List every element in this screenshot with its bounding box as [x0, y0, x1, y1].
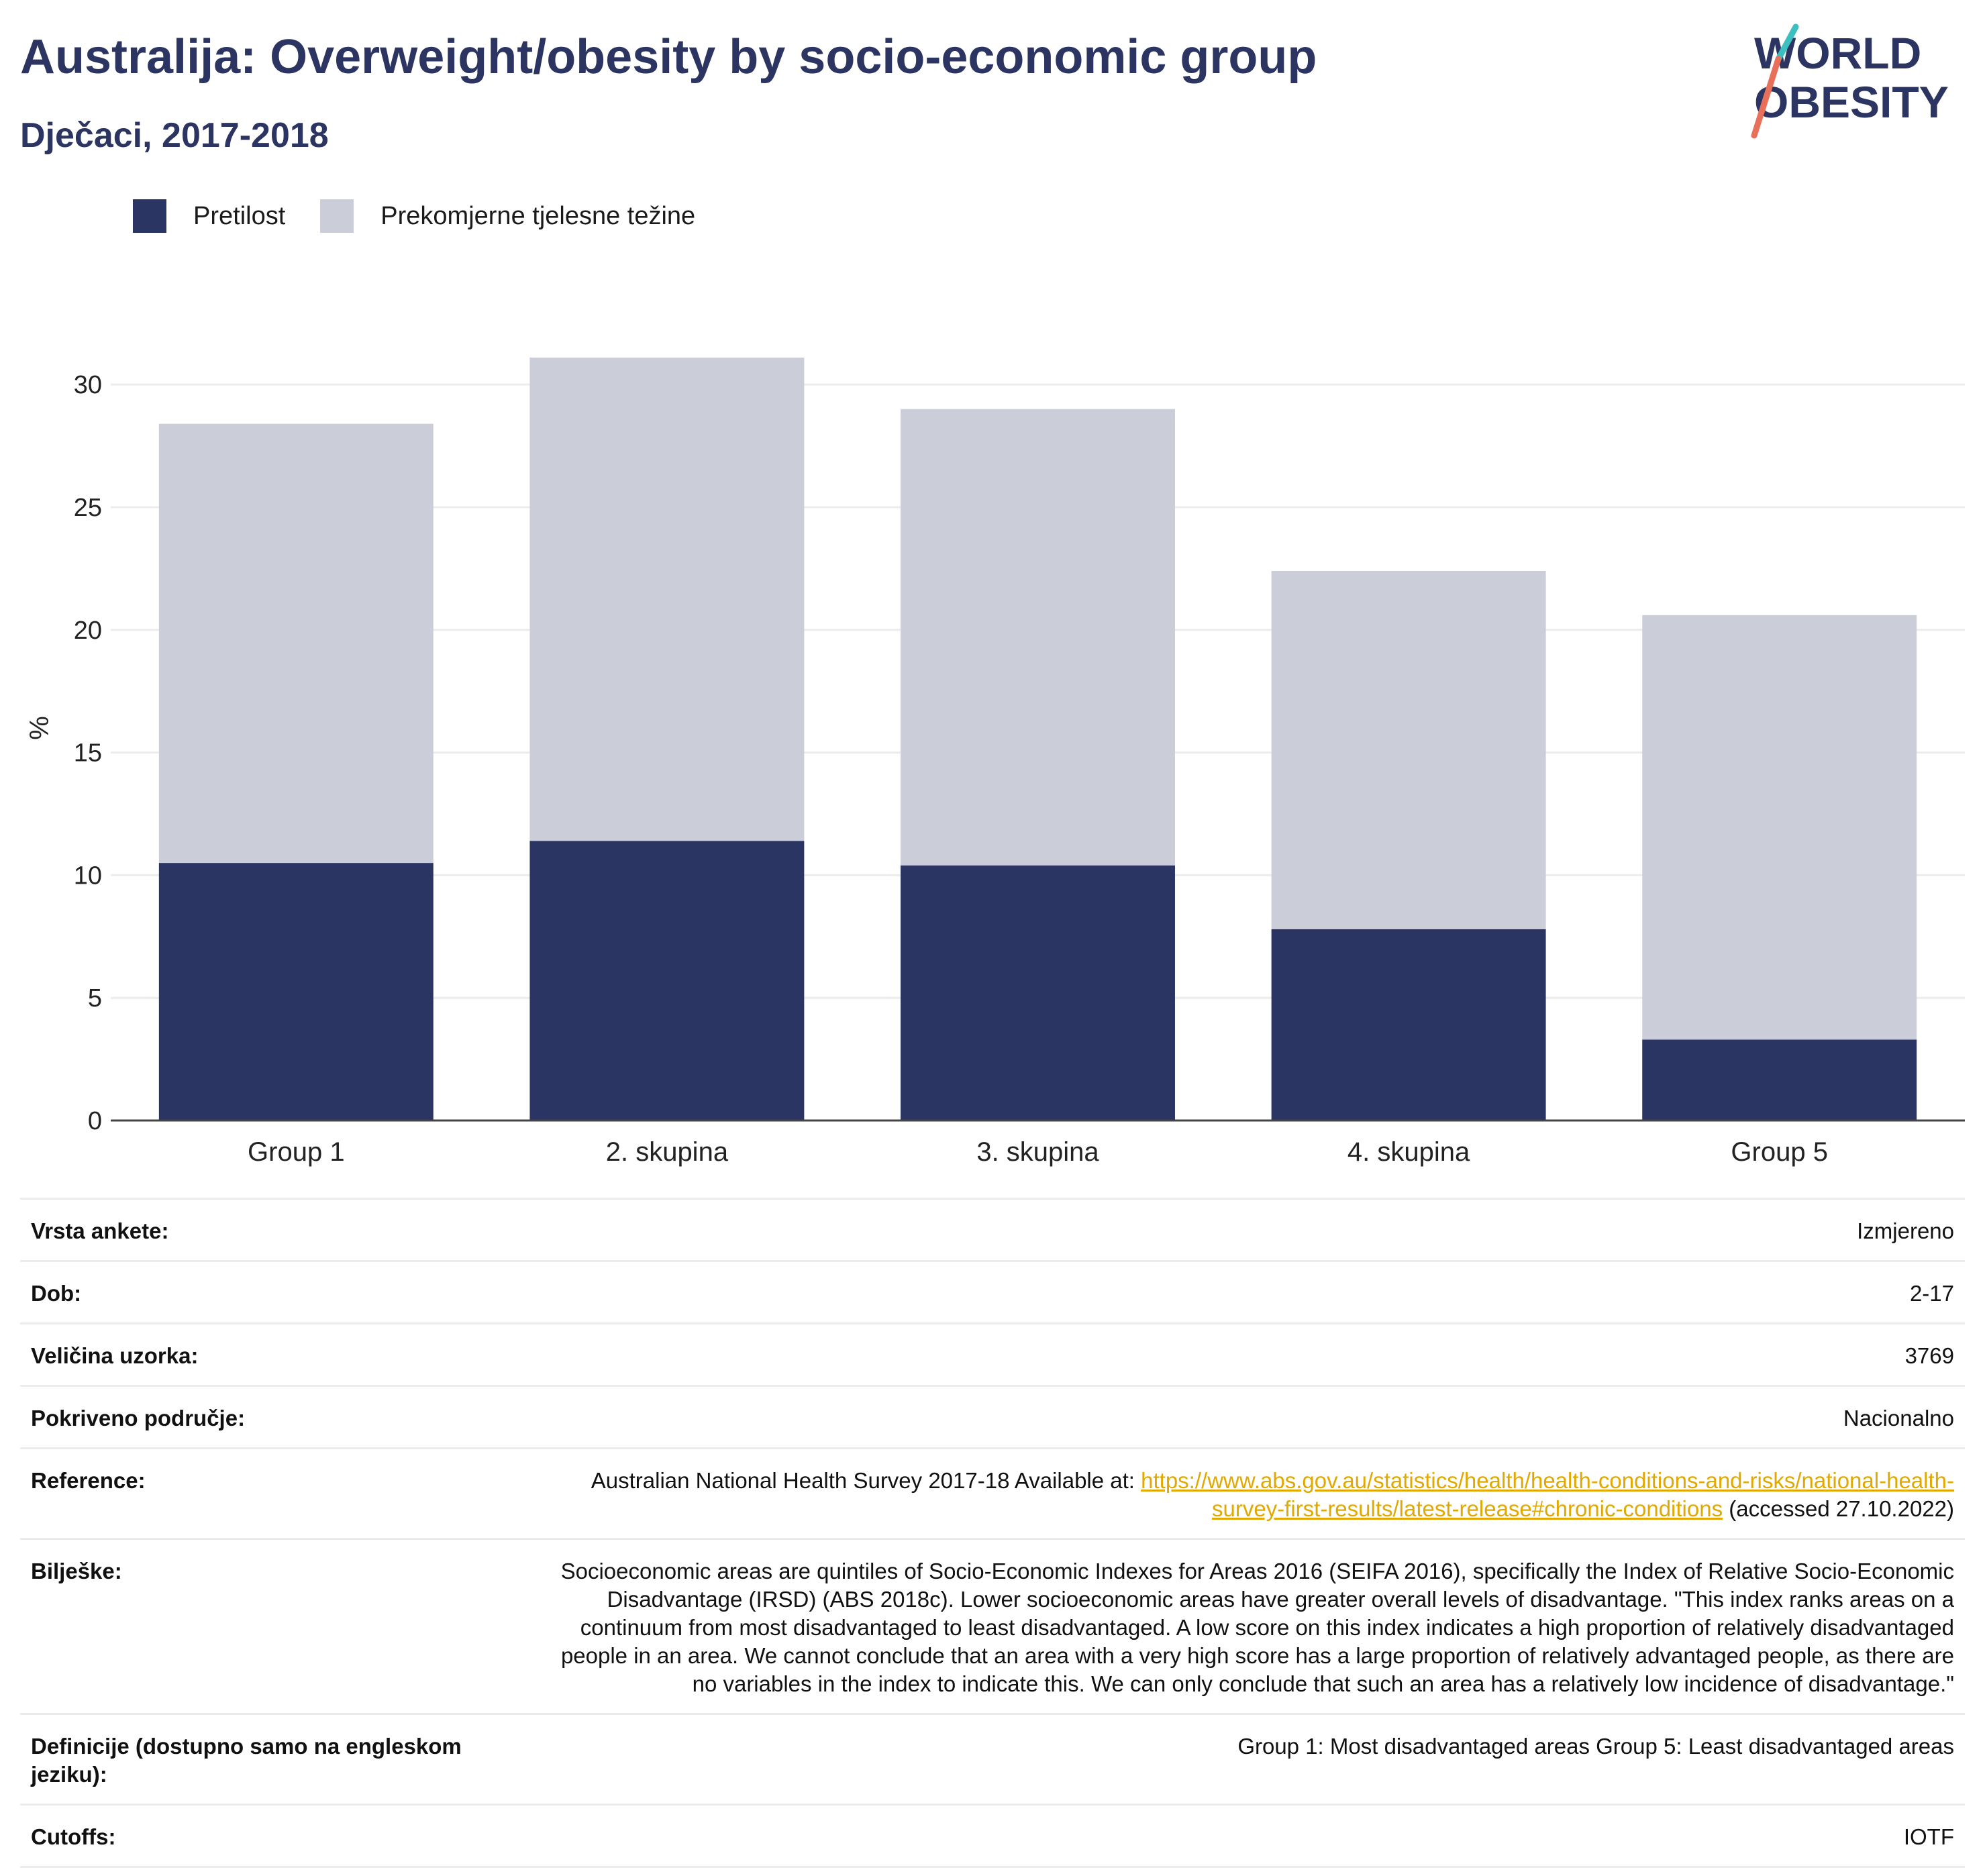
meta-value: IOTF [1903, 1824, 1954, 1849]
meta-label: Reference: [31, 1468, 146, 1493]
x-tick-label: 2. skupina [606, 1137, 729, 1167]
meta-label: Veličina uzorka: [31, 1343, 199, 1368]
legend-item-overweight[interactable]: Prekomjerne tjelesne težine [320, 199, 695, 233]
y-tick-label: 10 [74, 862, 102, 890]
meta-row: Definicije (dostupno samo na engleskom j… [20, 1713, 1965, 1804]
x-tick-label: Group 5 [1731, 1137, 1828, 1167]
bar-obesity [901, 865, 1175, 1121]
bar-obesity [158, 863, 434, 1121]
bar-chart: 0 5 10 15 20 25 30% Group 1 2. skupina 3. skupina… [25, 357, 1965, 1167]
meta-row: Reference: Australian National Health Sur… [20, 1447, 1965, 1538]
reference-link[interactable]: https://www.abs.gov.au/statistics/health… [1141, 1468, 1954, 1521]
meta-label: Definicije (dostupno samo na engleskom j… [31, 1734, 462, 1787]
y-tick-label: 30 [74, 371, 102, 399]
meta-row: Cutoffs: IOTF [20, 1804, 1965, 1868]
meta-label: Pokriveno područje: [31, 1406, 246, 1430]
bar-obesity [1642, 1039, 1917, 1121]
meta-value: Socioeconomic areas are quintiles of Soc… [560, 1559, 1954, 1696]
x-tick-label: 3. skupina [976, 1137, 1099, 1167]
bar-overweight [1271, 571, 1546, 929]
meta-value: Australian National Health Survey 2017-1… [591, 1468, 1954, 1521]
chart-subtitle: Dječaci, 2017-2018 [20, 116, 329, 155]
bar-obesity [1271, 929, 1546, 1121]
meta-row: Vrsta ankete: Izmjereno [20, 1198, 1965, 1260]
x-tick-label: Group 1 [248, 1137, 345, 1167]
bar-overweight [1642, 615, 1917, 1040]
meta-label: Dob: [31, 1281, 82, 1306]
bar-overweight [529, 357, 805, 841]
meta-row: Veličina uzorka: 3769 [20, 1322, 1965, 1385]
legend-label-obesity: Pretilost [193, 201, 286, 230]
legend-label-overweight: Prekomjerne tjelesne težine [380, 201, 696, 230]
meta-value: Nacionalno [1843, 1406, 1954, 1430]
y-tick-label: 20 [74, 617, 102, 645]
chart-legend: Pretilost Prekomjerne tjelesne težine [133, 199, 730, 233]
y-tick-label: 15 [74, 739, 102, 768]
meta-value: Group 1: Most disadvantaged areas Group … [1237, 1734, 1954, 1759]
metadata-table: Vrsta ankete: Izmjereno Dob: 2-17 Veličina u… [20, 1198, 1965, 1868]
bar-overweight [158, 423, 434, 864]
meta-value: 3769 [1904, 1343, 1954, 1368]
meta-row: Pokriveno područje: Nacionalno [20, 1385, 1965, 1447]
legend-swatch-obesity [133, 199, 166, 233]
y-tick-label: 5 [88, 984, 102, 1012]
meta-value: Izmjereno [1857, 1218, 1954, 1243]
bar-overweight [901, 409, 1175, 866]
meta-label: Cutoffs: [31, 1824, 116, 1849]
bar-obesity [529, 841, 805, 1121]
y-tick-label: 0 [88, 1107, 102, 1135]
meta-row: Dob: 2-17 [20, 1260, 1965, 1322]
meta-row: Bilješke: Socioeconomic areas are quintil… [20, 1538, 1965, 1713]
svg-text:OBESITY: OBESITY [1754, 77, 1949, 127]
meta-value: 2-17 [1909, 1281, 1954, 1306]
meta-label: Vrsta ankete: [31, 1218, 169, 1243]
chart-title: Australija: Overweight/obesity by socio-… [20, 30, 1317, 84]
x-tick-label: 4. skupina [1347, 1137, 1470, 1167]
y-tick-label: 25 [74, 494, 102, 522]
y-axis-label: % [25, 716, 54, 740]
world-obesity-logo: WORLD OBESITY [1751, 23, 1949, 139]
meta-label: Bilješke: [31, 1559, 122, 1583]
legend-swatch-overweight [320, 199, 354, 233]
legend-item-obesity[interactable]: Pretilost [133, 199, 285, 233]
